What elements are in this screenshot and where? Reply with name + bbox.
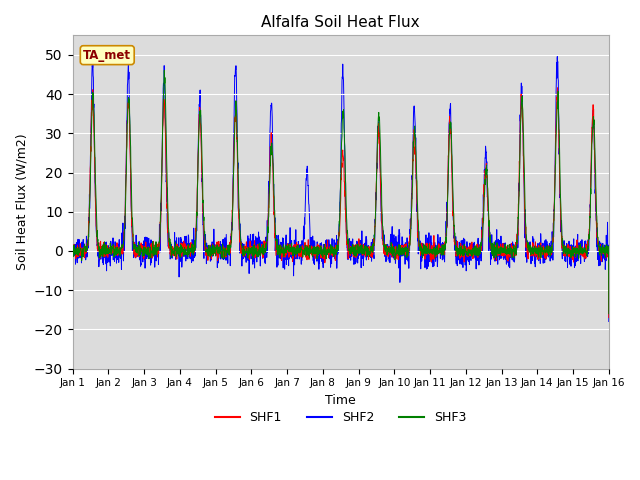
SHF3 bbox=[368, 247, 376, 253]
SHF1 bbox=[573, 250, 580, 255]
SHF1 bbox=[557, 237, 565, 242]
SHF1 bbox=[218, 252, 226, 258]
SHF2 bbox=[218, 247, 226, 252]
Line: SHF2: SHF2 bbox=[72, 56, 609, 322]
SHF2 bbox=[573, 255, 580, 261]
SHF1 bbox=[497, 246, 504, 252]
Line: SHF3: SHF3 bbox=[72, 71, 609, 313]
SHF2 bbox=[497, 247, 504, 252]
Line: SHF1: SHF1 bbox=[72, 88, 609, 318]
Title: Alfalfa Soil Heat Flux: Alfalfa Soil Heat Flux bbox=[261, 15, 420, 30]
SHF2 bbox=[368, 259, 376, 264]
SHF1 bbox=[554, 85, 561, 91]
SHF2 bbox=[356, 247, 364, 252]
SHF2 bbox=[554, 53, 561, 59]
Y-axis label: Soil Heat Flux (W/m2): Soil Heat Flux (W/m2) bbox=[15, 133, 28, 270]
SHF3 bbox=[557, 220, 565, 226]
SHF3 bbox=[356, 250, 364, 255]
SHF1 bbox=[605, 315, 612, 321]
Legend: SHF1, SHF2, SHF3: SHF1, SHF2, SHF3 bbox=[209, 406, 472, 429]
SHF3 bbox=[605, 311, 612, 316]
Text: TA_met: TA_met bbox=[83, 48, 131, 61]
X-axis label: Time: Time bbox=[325, 394, 356, 407]
SHF1 bbox=[368, 249, 376, 255]
SHF1 bbox=[356, 245, 364, 251]
SHF3 bbox=[573, 248, 580, 253]
SHF1 bbox=[68, 246, 76, 252]
SHF3 bbox=[497, 248, 504, 254]
SHF2 bbox=[557, 218, 565, 224]
SHF2 bbox=[68, 257, 76, 263]
SHF3 bbox=[68, 251, 76, 256]
SHF3 bbox=[218, 255, 226, 261]
SHF2 bbox=[605, 319, 612, 324]
SHF3 bbox=[161, 68, 168, 73]
